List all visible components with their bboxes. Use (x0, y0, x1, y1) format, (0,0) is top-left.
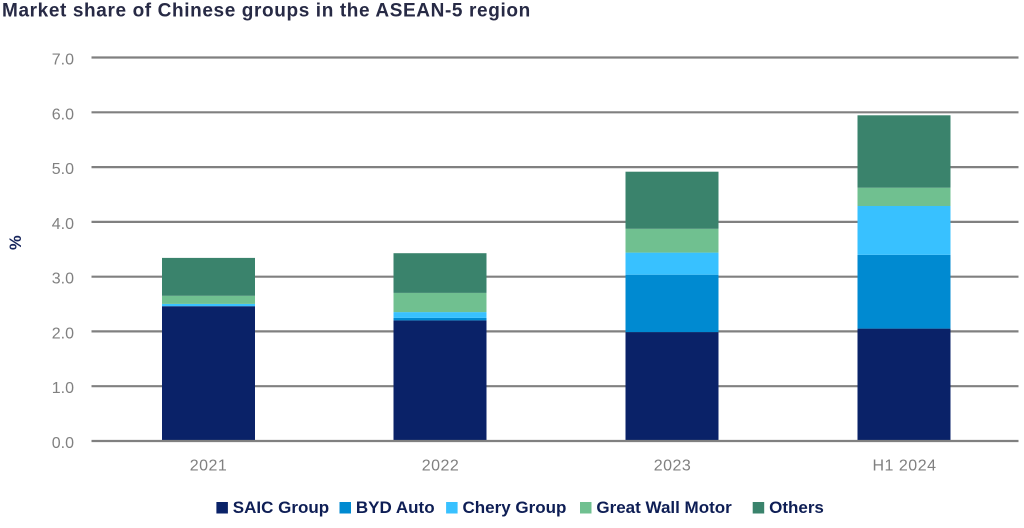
svg-text:%: % (7, 235, 25, 250)
svg-text:Others: Others (769, 498, 824, 517)
svg-text:4.0: 4.0 (52, 216, 74, 233)
svg-text:SAIC Group: SAIC Group (233, 498, 329, 517)
svg-text:7.0: 7.0 (52, 52, 74, 69)
svg-text:2022: 2022 (422, 458, 460, 475)
svg-text:2.0: 2.0 (52, 325, 74, 342)
svg-text:1.0: 1.0 (52, 380, 74, 397)
svg-text:Great Wall Motor: Great Wall Motor (596, 498, 732, 517)
svg-text:BYD Auto: BYD Auto (356, 498, 435, 517)
svg-text:H1 2024: H1 2024 (873, 458, 937, 475)
svg-text:3.0: 3.0 (52, 271, 74, 288)
svg-text:5.0: 5.0 (52, 161, 74, 178)
svg-text:0.0: 0.0 (52, 435, 74, 452)
svg-text:Chery Group: Chery Group (463, 498, 567, 517)
svg-text:2023: 2023 (654, 458, 692, 475)
svg-text:6.0: 6.0 (52, 106, 74, 123)
svg-text:Market share of Chinese groups: Market share of Chinese groups in the AS… (2, 1, 531, 22)
svg-text:2021: 2021 (190, 458, 228, 475)
